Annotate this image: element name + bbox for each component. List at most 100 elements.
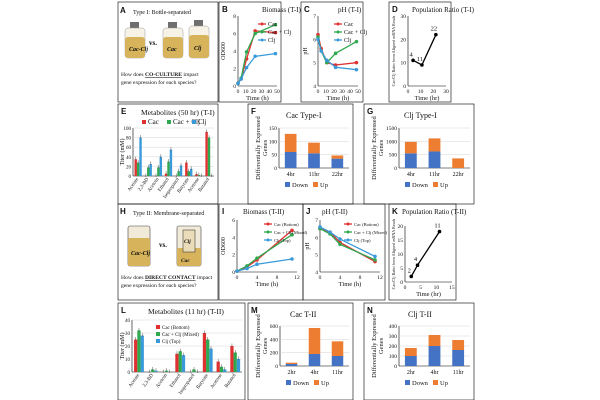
panel-letter-h: H [120,207,126,216]
x-tick-label: 20 [331,89,337,95]
y-tick-label: 0 [275,364,278,370]
category-label: 11hr [309,172,320,178]
x-tick-label: 30 [443,89,449,95]
y-tick-label: 0 [232,270,235,276]
bar [134,159,137,176]
category-label: 22hr [453,172,464,178]
y-tick-label: 400 [389,324,398,330]
panel-h: H Type II: Membrane-separated Cac-Clj vs… [117,203,219,301]
bar-down [404,153,417,168]
y-axis-label: Differentially Expressed [371,115,378,179]
bar-down [452,350,465,366]
bar-up [285,362,298,364]
x-tick-label: 40 [347,89,353,95]
data-point [239,77,243,81]
bar [140,335,144,372]
legend-marker [260,38,264,42]
legend-swatch [405,182,410,187]
legend-swatch [192,120,196,124]
bar [219,366,224,372]
data-point [415,263,420,268]
data-point [253,54,257,59]
chart-title-g: Clj Type-I [404,111,437,120]
legend-marker [346,222,350,226]
category-label: Ethanol [169,373,182,389]
panel-letter-k: K [392,207,398,216]
bar [147,167,150,176]
bar-down [285,364,298,366]
legend-entry: Cac + Clj (Mixed) [274,230,308,235]
data-point [354,39,359,44]
y-tick-label: 2 [233,67,236,73]
panel-letter-m: M [251,306,258,315]
y-axis-label: Cac/Clj Ratio from Aligned mRNA Reads [391,218,396,289]
legend-entry: Up [440,182,448,189]
panel-e-frame [117,103,219,205]
category-label: 22hr [332,172,343,178]
legend-entry: Down [412,182,429,189]
y-tick-label: 60 [126,146,132,151]
data-point [273,22,278,27]
y-tick-label: 20 [401,37,407,43]
panel-letter-c: C [304,5,310,14]
point-label: 2 [408,267,411,274]
panel-letter-f: F [251,107,256,116]
legend-entry: Down [292,182,309,189]
y-tick-label: 0 [400,280,403,286]
y-axis-label: Genes [378,337,385,354]
tube-cac-label: Cac [181,258,190,264]
y-tick-label: 5 [315,253,318,259]
bar-down [428,151,441,168]
data-point [373,258,377,262]
bar [216,361,220,372]
data-point [354,60,359,65]
bar [192,369,196,372]
data-point [420,63,424,67]
y-tick-label: 6 [313,37,316,43]
category-label: 11hr [332,370,343,376]
y-tick-label: 7 [313,14,316,20]
tube-membrane [176,225,202,267]
y-axis-label: Differentially Expressed [255,313,262,377]
bar [177,171,180,176]
legend-marker [260,30,264,34]
x-tick-label: 5 [419,285,422,291]
data-point [245,264,249,268]
bar-up [428,335,441,346]
bar-down [284,152,297,168]
legend-swatch [156,325,160,329]
y-tick-label: 20 [126,165,132,170]
x-tick-label: 0 [404,285,407,291]
data-point [244,50,249,54]
data-point [273,51,278,56]
panel-l-frame [117,302,246,400]
legend-swatch [167,120,171,124]
y-tick-label: 0 [403,84,406,90]
bar-up [452,158,465,168]
y-tick-label: 40 [125,319,131,324]
legend-entry: Clj (Top) [354,238,371,243]
y-axis-label: pH [303,47,309,55]
x-tick-label: 30 [259,89,265,95]
point-label: 4 [409,51,413,58]
panel-b-frame [218,1,282,103]
y-tick-label: 40 [126,156,132,161]
chart-title-j: pH (T-II) [322,208,348,216]
y-axis-label: Cac/Clj Ratio from Aligned mRNA Reads [391,15,396,86]
data-point [411,58,415,63]
data-point [338,237,342,241]
tube-mixed [127,225,151,267]
y-axis-label: OD600 [221,237,227,255]
x-tick-label: 50 [355,89,361,95]
data-point [255,256,259,260]
x-tick-label: 40 [266,89,272,95]
legend-entry: Cac (Bottom) [162,326,190,331]
bar-up [331,155,344,159]
data-point [318,225,322,229]
x-tick-label: 4 [339,275,342,281]
y-tick-label: 6 [232,218,235,224]
y-tick-label: 50 [272,153,278,159]
y-axis-label: Differentially Expressed [371,313,378,377]
panel-letter-i: I [222,207,224,216]
